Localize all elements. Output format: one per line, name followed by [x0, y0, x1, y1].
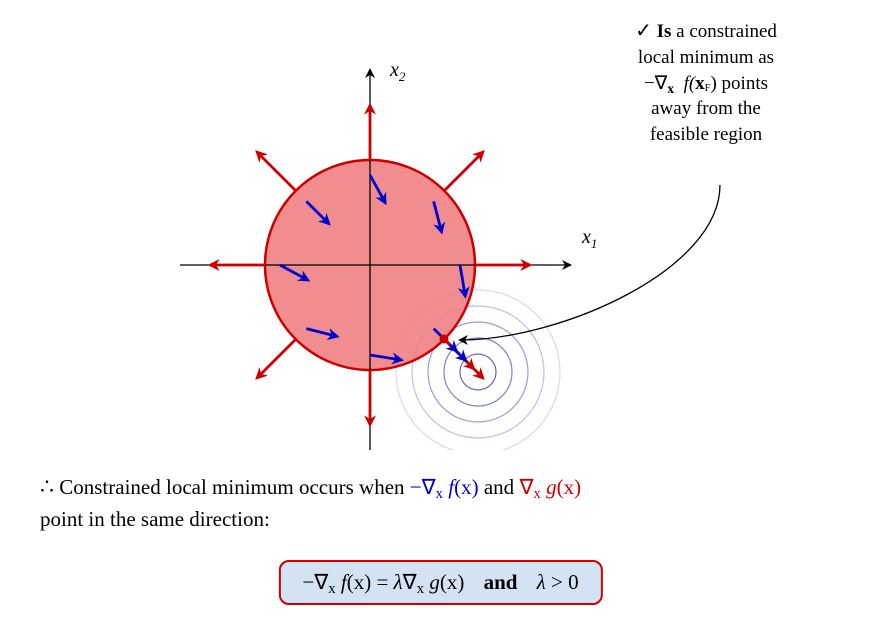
- boxed-and: and: [484, 570, 518, 594]
- boxed-equation: −∇x f(x) = λ∇x g(x) and λ > 0: [278, 560, 602, 605]
- annotation-l5: feasible region: [650, 124, 762, 145]
- svg-text:x1: x1: [581, 226, 597, 251]
- conclusion-t1: Constrained local minimum occurs when: [54, 475, 410, 499]
- svg-text:x2: x2: [389, 59, 406, 84]
- therefore-symbol: ∴: [40, 474, 54, 499]
- conclusion-text: ∴ Constrained local minimum occurs when …: [40, 470, 841, 535]
- annotation-l4: away from the: [651, 98, 761, 119]
- check-icon: ✓: [635, 20, 652, 42]
- conclusion-t2: point in the same direction:: [40, 507, 270, 531]
- neg-grad-f: −∇x f(x): [410, 475, 479, 499]
- annotation-text: ✓ Is a constrained local minimum as −∇x …: [571, 18, 841, 148]
- annotation-l2: local minimum as: [638, 47, 774, 68]
- boxed-rhs: λ > 0: [537, 570, 579, 594]
- annotation-l3: −∇x f(xF) points: [644, 73, 768, 94]
- grad-g: ∇x g(x): [519, 475, 581, 499]
- annotation-bold: Is: [657, 21, 672, 42]
- boxed-lhs: −∇x f(x) = λ∇x g(x): [302, 570, 464, 594]
- conclusion-mid: and: [484, 475, 520, 499]
- annotation-l1: a constrained: [671, 21, 777, 42]
